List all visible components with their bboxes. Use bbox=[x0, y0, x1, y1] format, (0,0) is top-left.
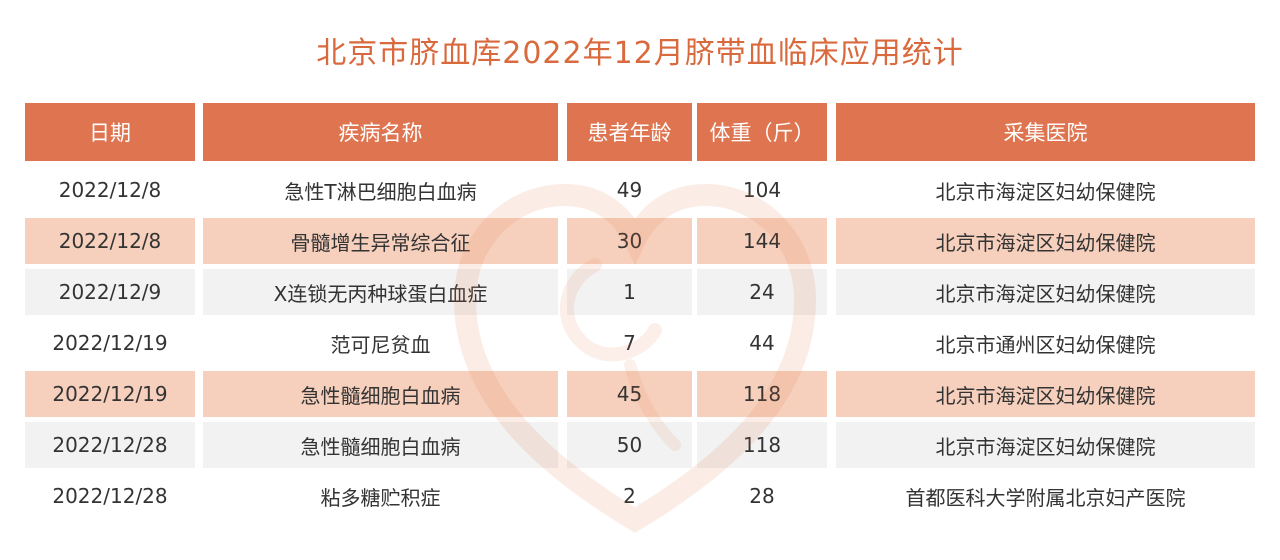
table-cell-hospital: 北京市海淀区妇幼保健院 bbox=[836, 371, 1255, 417]
table-cell-weight: 44 bbox=[697, 320, 827, 366]
table-cell-disease: 急性T淋巴细胞白血病 bbox=[203, 167, 558, 213]
table-cell-hospital: 北京市海淀区妇幼保健院 bbox=[836, 422, 1255, 468]
table-cell-hospital: 北京市海淀区妇幼保健院 bbox=[836, 218, 1255, 264]
table-cell-age: 1 bbox=[567, 269, 692, 315]
table-cell-age: 30 bbox=[567, 218, 692, 264]
table-cell-disease: 骨髓增生异常综合征 bbox=[203, 218, 558, 264]
table-cell-date: 2022/12/19 bbox=[25, 320, 195, 366]
table-cell-weight: 144 bbox=[697, 218, 827, 264]
header-weight: 体重（斤） bbox=[697, 103, 827, 161]
table-cell-weight: 24 bbox=[697, 269, 827, 315]
table-cell-date: 2022/12/28 bbox=[25, 422, 195, 468]
table-cell-hospital: 北京市通州区妇幼保健院 bbox=[836, 320, 1255, 366]
table-cell-age: 49 bbox=[567, 167, 692, 213]
table-cell-weight: 118 bbox=[697, 371, 827, 417]
table-cell-age: 2 bbox=[567, 473, 692, 519]
table-cell-age: 7 bbox=[567, 320, 692, 366]
header-date: 日期 bbox=[25, 103, 195, 161]
table-cell-hospital: 北京市海淀区妇幼保健院 bbox=[836, 269, 1255, 315]
table-cell-weight: 118 bbox=[697, 422, 827, 468]
table-cell-date: 2022/12/8 bbox=[25, 167, 195, 213]
table-cell-date: 2022/12/9 bbox=[25, 269, 195, 315]
table-cell-disease: 急性髓细胞白血病 bbox=[203, 371, 558, 417]
header-age: 患者年龄 bbox=[567, 103, 692, 161]
table-cell-age: 45 bbox=[567, 371, 692, 417]
table-cell-disease: 急性髓细胞白血病 bbox=[203, 422, 558, 468]
table-cell-hospital: 北京市海淀区妇幼保健院 bbox=[836, 167, 1255, 213]
table-cell-weight: 28 bbox=[697, 473, 827, 519]
table-cell-weight: 104 bbox=[697, 167, 827, 213]
table-cell-disease: X连锁无丙种球蛋白血症 bbox=[203, 269, 558, 315]
table-cell-date: 2022/12/8 bbox=[25, 218, 195, 264]
table-cell-date: 2022/12/19 bbox=[25, 371, 195, 417]
table-cell-disease: 粘多糖贮积症 bbox=[203, 473, 558, 519]
table-cell-age: 50 bbox=[567, 422, 692, 468]
table-cell-disease: 范可尼贫血 bbox=[203, 320, 558, 366]
table-cell-date: 2022/12/28 bbox=[25, 473, 195, 519]
header-disease: 疾病名称 bbox=[203, 103, 558, 161]
table-cell-hospital: 首都医科大学附属北京妇产医院 bbox=[836, 473, 1255, 519]
page-title: 北京市脐血库2022年12月脐带血临床应用统计 bbox=[316, 36, 964, 71]
header-hospital: 采集医院 bbox=[836, 103, 1255, 161]
